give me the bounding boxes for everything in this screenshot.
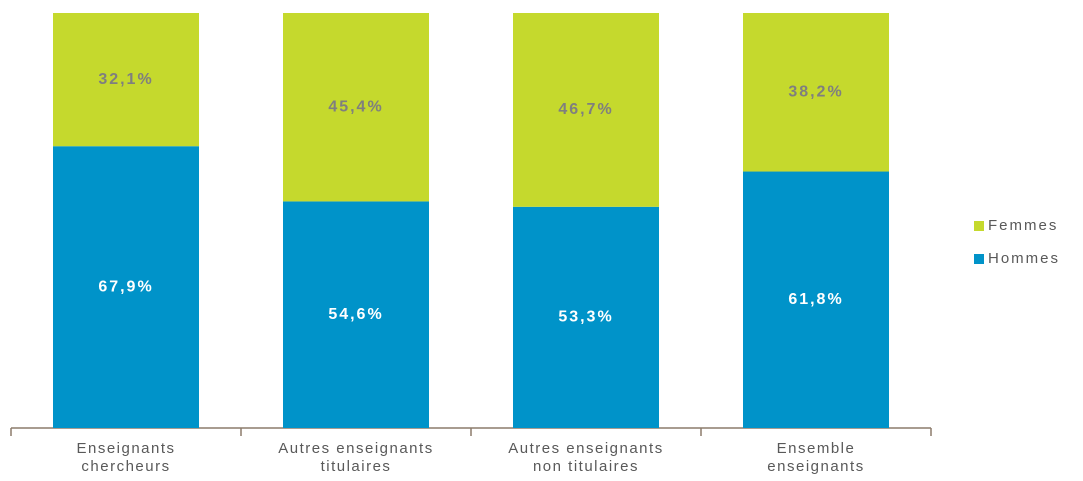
legend-label: Hommes xyxy=(988,250,1060,267)
bar-segment xyxy=(513,13,659,207)
x-tick-label: Ensemble enseignants xyxy=(767,440,865,475)
legend-swatch xyxy=(974,221,984,231)
x-tick-label: Autres enseignants titulaires xyxy=(278,440,434,475)
bar-segment xyxy=(283,13,429,202)
value-label: 46,7% xyxy=(558,101,613,118)
value-label: 54,6% xyxy=(328,306,383,323)
x-tick-label: Enseignants chercheurs xyxy=(76,440,176,475)
value-label: 53,3% xyxy=(558,309,613,326)
bar-segment xyxy=(743,171,889,428)
bar-segment xyxy=(743,13,889,172)
legend-swatch xyxy=(974,254,984,264)
bar-segment xyxy=(513,206,659,428)
bar-segment xyxy=(283,201,429,428)
value-label: 67,9% xyxy=(98,278,153,295)
value-label: 38,2% xyxy=(788,83,843,100)
legend-label: Femmes xyxy=(988,217,1058,234)
value-label: 61,8% xyxy=(788,291,843,308)
value-label: 32,1% xyxy=(98,71,153,88)
bar-segment xyxy=(53,13,199,147)
x-tick-label: Autres enseignants non titulaires xyxy=(508,440,664,475)
bar-segment xyxy=(53,146,199,428)
value-label: 45,4% xyxy=(328,98,383,115)
